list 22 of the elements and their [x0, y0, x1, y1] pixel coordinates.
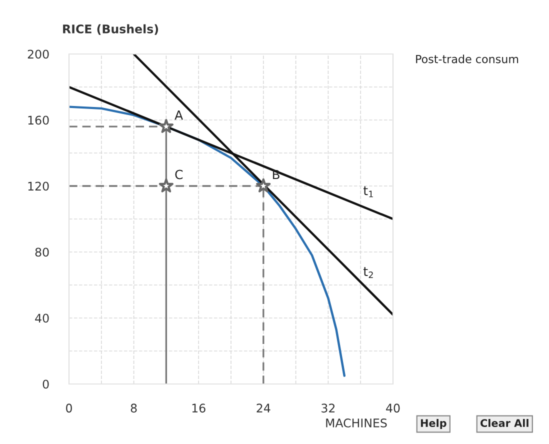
text: Clear All: [480, 418, 528, 428]
annotation: B: [272, 170, 280, 180]
y-tick-label: 160: [28, 116, 49, 125]
text: Post-trade consum: [416, 54, 518, 64]
y-tick-label: 200: [28, 50, 49, 59]
x-tick-label: 8: [130, 404, 137, 413]
x-axis-title: MACHINES: [326, 418, 387, 428]
x-tick-label: 16: [192, 404, 206, 413]
y-tick-label: 80: [35, 248, 49, 257]
y-tick-label: 40: [35, 314, 49, 323]
x-tick-label: 32: [322, 404, 335, 413]
y-axis-title: RICE (Bushels): [63, 24, 158, 35]
y-tick-label: 0: [42, 380, 49, 389]
text: Help: [420, 418, 446, 430]
annotation: C: [175, 170, 183, 180]
x-tick-label: 0: [66, 404, 72, 413]
annotation: t$_{1}$: [363, 186, 373, 198]
x-tick-label: 24: [256, 404, 270, 412]
y-tick-label: 120: [28, 182, 49, 191]
annotation: A: [174, 110, 183, 120]
annotation: t$_{2}$: [363, 267, 373, 278]
x-tick-label: 40: [386, 404, 400, 413]
